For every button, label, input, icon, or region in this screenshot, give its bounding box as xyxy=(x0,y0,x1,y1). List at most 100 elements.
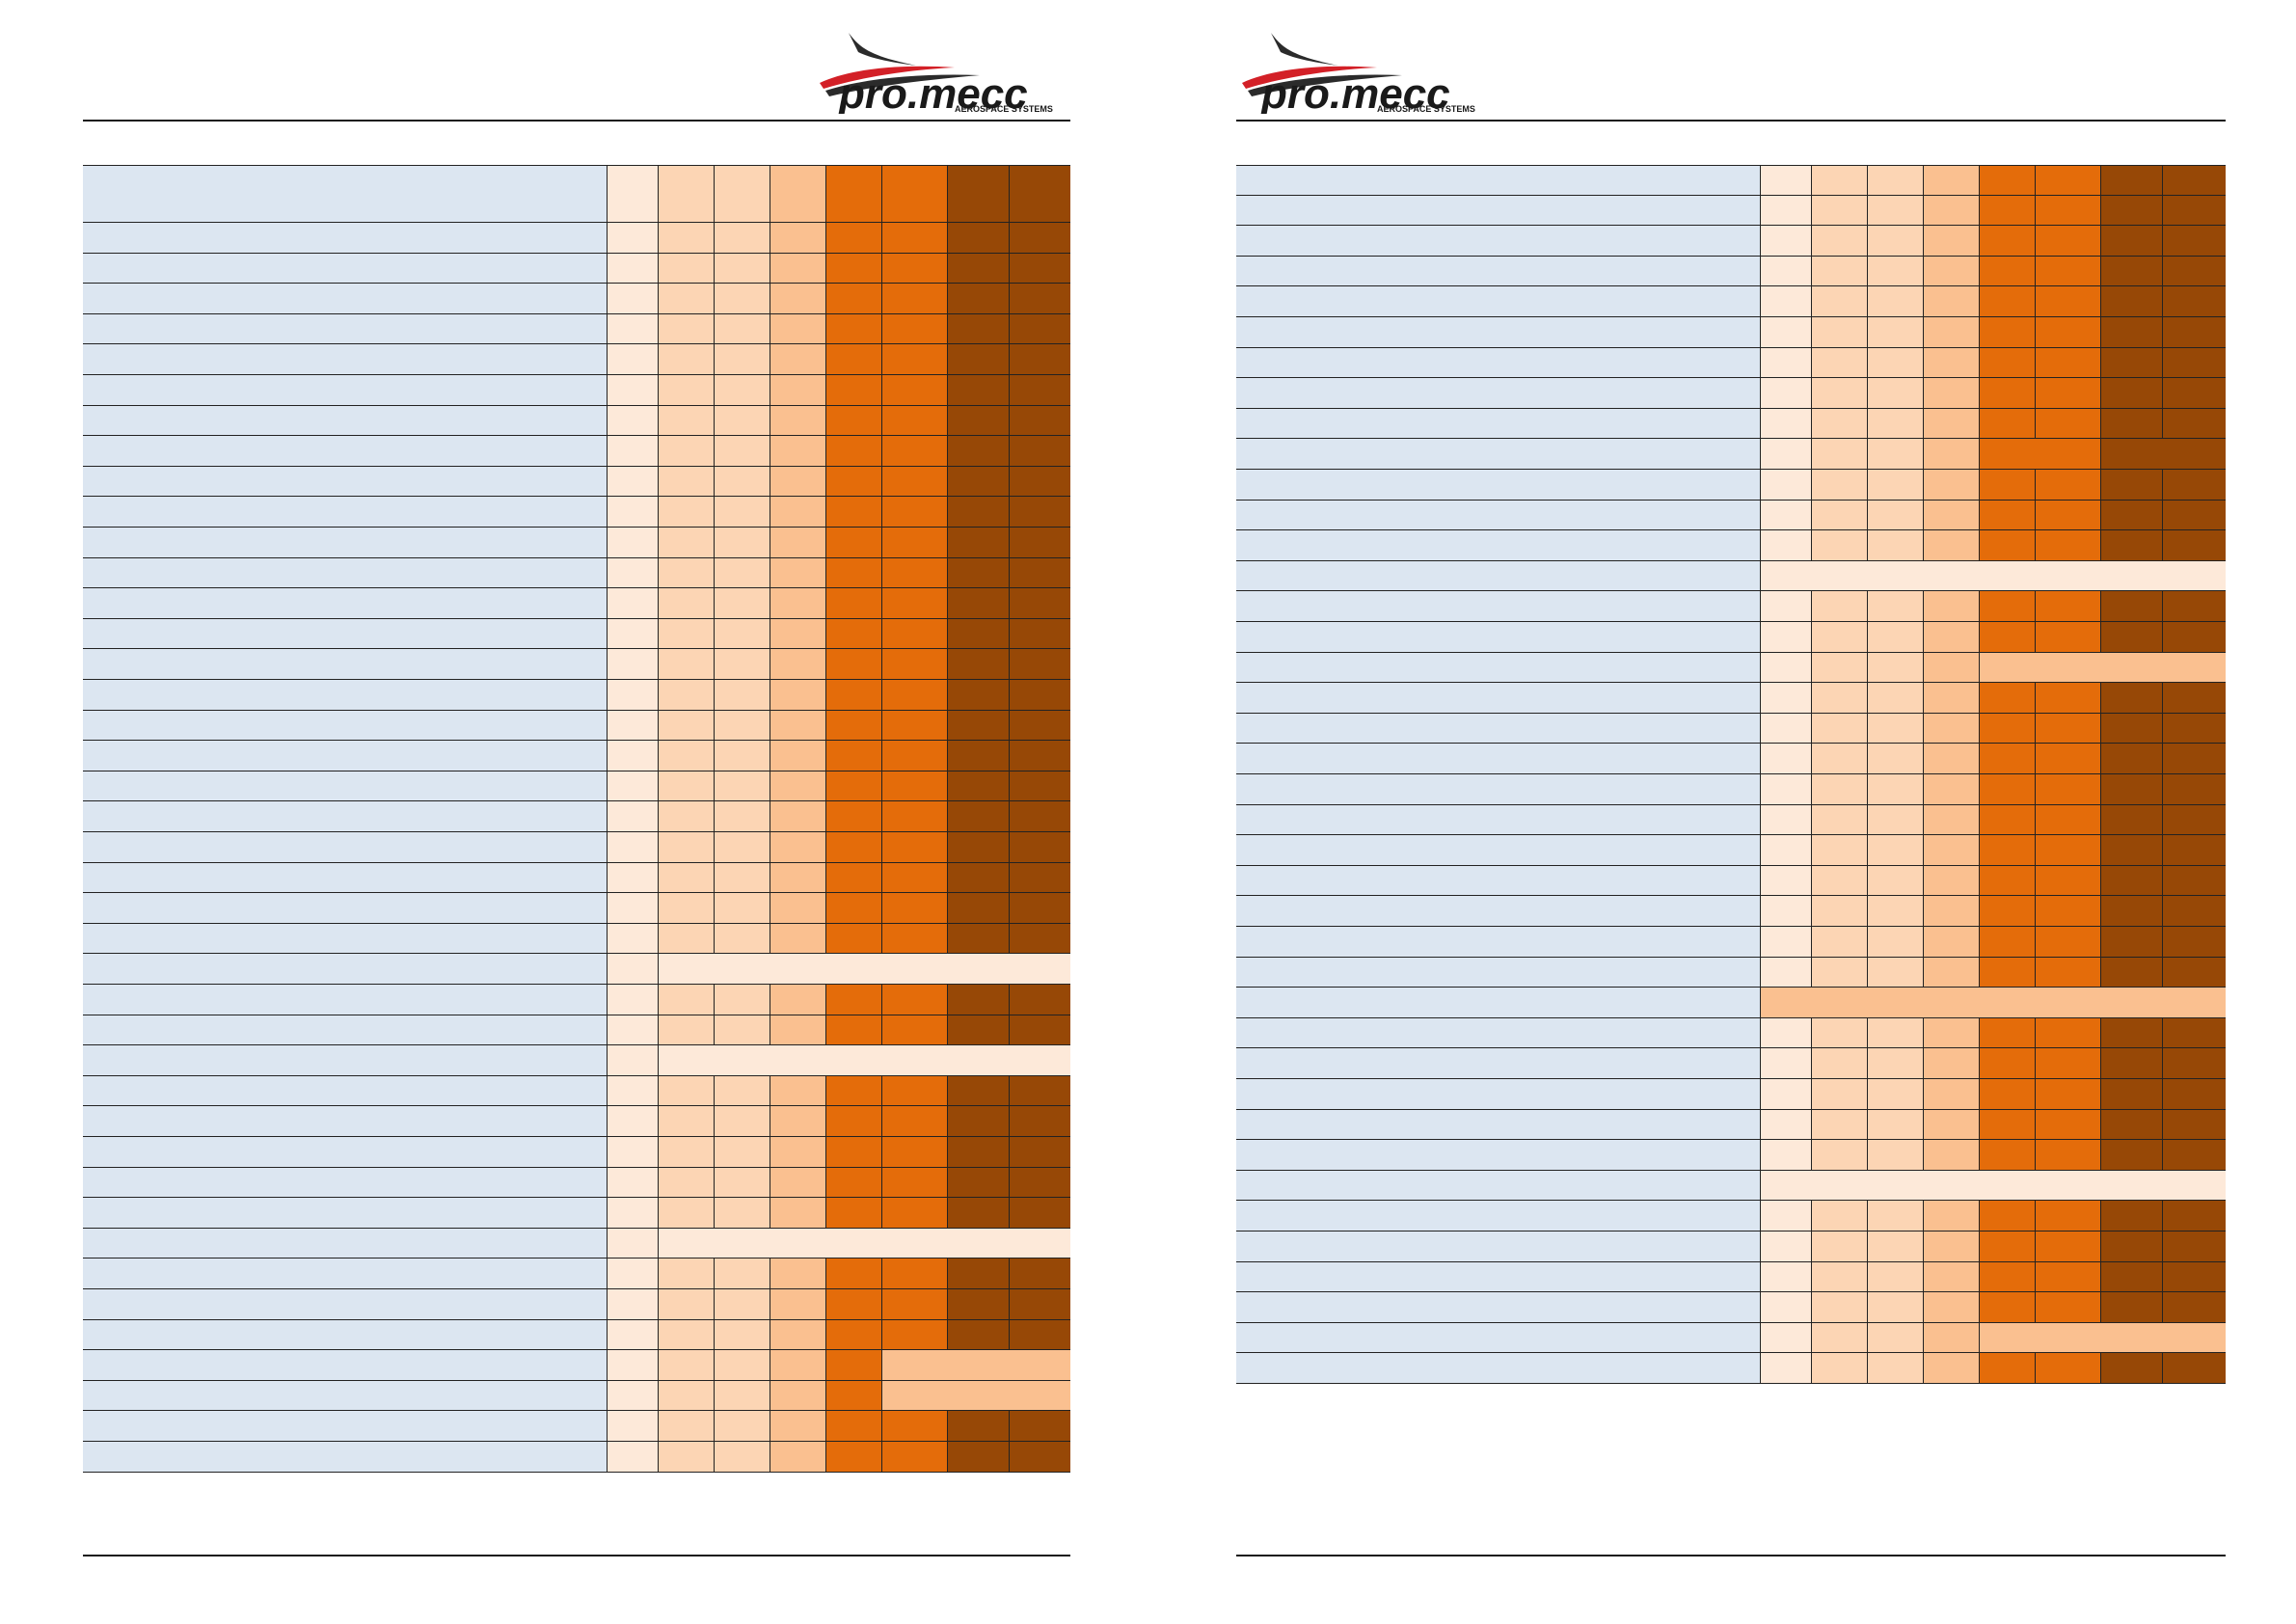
swatch-cell xyxy=(658,923,714,955)
table-row xyxy=(1236,1048,2226,1079)
swatch-cell xyxy=(2100,256,2162,287)
table-row xyxy=(83,405,1070,437)
swatch-cell xyxy=(714,1075,770,1107)
logo-wordmark: pro.mecc xyxy=(1260,70,1450,114)
swatch-cell xyxy=(1760,195,1811,227)
swatch-cell xyxy=(1979,1292,2035,1323)
row-label-cell xyxy=(1236,957,1760,988)
swatch-cell xyxy=(714,862,770,894)
swatch-cell xyxy=(1923,256,1979,287)
swatch-cell xyxy=(1811,286,1867,317)
footer-rule xyxy=(1236,1555,2226,1556)
swatch-cell xyxy=(770,680,825,711)
swatch-cell xyxy=(1979,927,2035,958)
swatch-cell xyxy=(1811,683,1867,714)
swatch-cell xyxy=(714,741,770,771)
swatch-cell xyxy=(1923,652,1979,684)
swatch-cell xyxy=(1867,896,1923,927)
swatch-cell xyxy=(2035,835,2100,866)
swatch-cell xyxy=(2162,1232,2226,1262)
swatch-cell xyxy=(1760,1292,1811,1323)
swatch-cell xyxy=(2035,500,2100,531)
table-row xyxy=(1236,408,2226,440)
swatch-cell xyxy=(881,223,947,254)
table-row xyxy=(1236,957,2226,988)
swatch-cell xyxy=(825,710,881,742)
swatch-cell xyxy=(2162,1201,2226,1232)
color-matrix-right xyxy=(1236,165,2226,1384)
swatch-cell xyxy=(947,1198,1009,1229)
swatch-cell xyxy=(714,344,770,375)
row-label-cell xyxy=(83,1411,607,1442)
swatch-cell xyxy=(714,375,770,406)
swatch-cell xyxy=(2162,530,2226,561)
swatch-cell xyxy=(1811,1322,1867,1354)
swatch-cell xyxy=(1009,741,1070,771)
swatch-cell xyxy=(607,466,658,498)
swatch-cell xyxy=(2035,378,2100,409)
swatch-cell xyxy=(881,1075,947,1107)
swatch-cell xyxy=(1009,1198,1070,1229)
swatch-cell xyxy=(825,588,881,619)
swatch-cell xyxy=(1867,1261,1923,1293)
swatch-cell xyxy=(1760,865,1811,897)
table-row xyxy=(1236,1201,2226,1232)
swatch-cell xyxy=(1923,286,1979,317)
swatch-cell xyxy=(1867,1322,1923,1354)
swatch-cell xyxy=(1867,927,1923,958)
row-label-cell xyxy=(83,375,607,406)
swatch-cell xyxy=(770,313,825,345)
swatch-cell xyxy=(825,375,881,406)
left-page: pro.mecc AEROSPACE SYSTEMS xyxy=(83,33,1070,1556)
swatch-cell xyxy=(714,1319,770,1351)
swatch-cell xyxy=(1811,835,1867,866)
table-row xyxy=(83,1075,1070,1107)
swatch-cell xyxy=(1923,1079,1979,1110)
swatch-cell xyxy=(2100,470,2162,501)
swatch-cell xyxy=(1811,256,1867,287)
swatch-cell xyxy=(770,1380,825,1412)
swatch-cell xyxy=(947,344,1009,375)
swatch-cell xyxy=(1979,530,2035,561)
swatch-cell xyxy=(658,741,714,771)
swatch-cell xyxy=(607,528,658,558)
swatch-cell xyxy=(607,680,658,711)
swatch-cell xyxy=(881,680,947,711)
swatch-cell xyxy=(658,1015,714,1046)
swatch-cell xyxy=(770,1319,825,1351)
swatch-cell xyxy=(1760,1261,1811,1293)
swatch-cell xyxy=(947,223,1009,254)
swatch-cell xyxy=(1979,835,2035,866)
swatch-cell xyxy=(2035,774,2100,805)
swatch-cell xyxy=(825,893,881,924)
table-row xyxy=(83,528,1070,558)
swatch-cell xyxy=(1923,774,1979,805)
swatch-cell xyxy=(658,253,714,284)
swatch-cell xyxy=(770,832,825,863)
swatch-cell xyxy=(881,405,947,437)
table-row xyxy=(83,680,1070,711)
swatch-cell xyxy=(1923,1232,1979,1262)
swatch-cell xyxy=(1811,408,1867,440)
swatch-cell xyxy=(1009,528,1070,558)
swatch-cell xyxy=(881,710,947,742)
swatch-cell xyxy=(1923,317,1979,348)
swatch-cell xyxy=(1923,165,1979,196)
swatch-cell xyxy=(825,1075,881,1107)
swatch-cell xyxy=(770,801,825,832)
swatch-cell xyxy=(947,801,1009,832)
swatch-cell xyxy=(658,1259,714,1289)
swatch-cell xyxy=(607,1106,658,1137)
table-row xyxy=(83,710,1070,742)
swatch-cell xyxy=(881,1167,947,1199)
swatch-cell xyxy=(2162,256,2226,287)
swatch-cell xyxy=(658,862,714,894)
swatch-cell xyxy=(1009,466,1070,498)
swatch-cell xyxy=(2035,1353,2100,1384)
swatch-cell xyxy=(714,1198,770,1229)
swatch-cell xyxy=(1009,801,1070,832)
swatch-cell xyxy=(1760,1140,1811,1171)
swatch-cell xyxy=(947,1015,1009,1046)
swatch-cell xyxy=(2162,865,2226,897)
swatch-cell xyxy=(1923,713,1979,744)
